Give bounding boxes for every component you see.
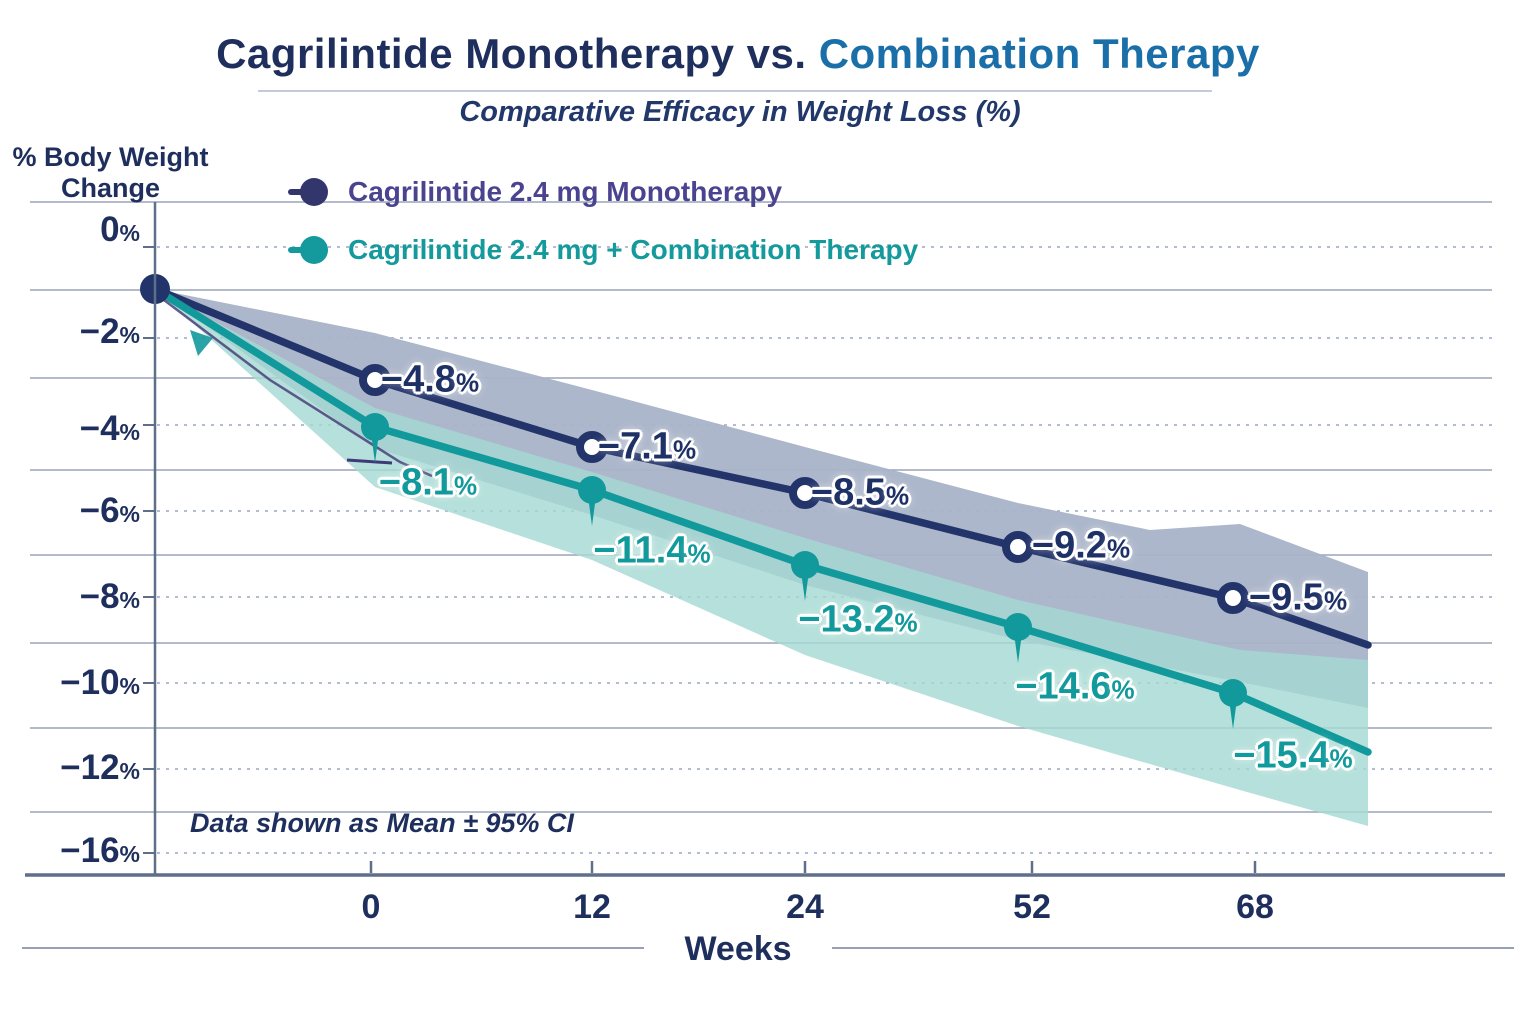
- y-tick-label: −10%: [60, 663, 140, 702]
- dot-marker-icon: [300, 236, 328, 264]
- data-point-label: −9.2%: [1031, 524, 1131, 567]
- legend-swatch: [288, 233, 340, 267]
- legend-item-monotherapy: Cagrilintide 2.4 mg Monotherapy: [288, 175, 782, 209]
- x-caption-rule-right: [832, 947, 1514, 949]
- data-point-marker-monotherapy: [1002, 531, 1034, 563]
- data-point-label: −15.4%: [1233, 734, 1353, 777]
- data-point-marker-combination: [578, 476, 606, 504]
- y-axis-caption-line2: Change: [60, 173, 160, 203]
- y-axis-caption-line1: % Body Weight: [12, 142, 209, 172]
- legend-swatch: [288, 175, 340, 209]
- y-tick-label: −8%: [79, 577, 140, 616]
- chart-title: Cagrilintide Monotherapy vs. Combination…: [0, 30, 1476, 78]
- data-point-label: −8.1%: [378, 461, 478, 504]
- ci-edge-line: [159, 296, 433, 478]
- x-tick-label: 12: [573, 888, 611, 926]
- data-point-marker-combination: [1219, 679, 1247, 707]
- y-tick-label: −6%: [79, 491, 140, 530]
- data-point-label: −9.5%: [1248, 576, 1348, 619]
- y-axis-caption: % Body Weight Change: [8, 142, 213, 204]
- legend-item-combination: Cagrilintide 2.4 mg + Combination Therap…: [288, 233, 918, 267]
- legend-label: Cagrilintide 2.4 mg + Combination Therap…: [348, 234, 919, 265]
- x-tick-label: 52: [1013, 888, 1051, 926]
- y-tick-label: −2%: [79, 312, 140, 351]
- ci-band-combination: [155, 289, 1368, 826]
- data-point-label: −11.4%: [593, 529, 711, 572]
- data-point-marker-combination: [361, 413, 389, 441]
- y-tick-label: −4%: [79, 409, 140, 448]
- ci-edge-wedge: [190, 330, 213, 356]
- x-axis-caption: Weeks: [684, 930, 792, 968]
- y-tick-label: 0%: [100, 210, 140, 249]
- data-point-marker-monotherapy: [359, 364, 391, 396]
- data-point-marker-combination: [791, 551, 819, 579]
- data-point-label: −13.2%: [798, 598, 918, 641]
- title-divider: [258, 90, 1212, 92]
- ci-edge-dash: [346, 458, 393, 465]
- data-point-marker-monotherapy: [789, 477, 821, 509]
- legend-label: Cagrilintide 2.4 mg Monotherapy: [348, 176, 783, 207]
- data-point-marker-combination: [1004, 613, 1032, 641]
- data-point-label: −7.1%: [597, 425, 697, 468]
- ci-note: Data shown as Mean ± 95% CI: [190, 808, 574, 838]
- x-tick-label: 68: [1236, 888, 1274, 926]
- data-point-label: −4.8%: [380, 358, 480, 401]
- data-point-marker-monotherapy: [576, 431, 608, 463]
- chart-title-part2: Combination Therapy: [818, 30, 1260, 77]
- x-tick-label: 0: [361, 888, 381, 926]
- chart-subtitle: Comparative Efficacy in Weight Loss (%): [459, 96, 1021, 128]
- ci-band-monotherapy: [155, 289, 1368, 708]
- y-tick-label: −16%: [60, 831, 140, 870]
- y-tick-label: −12%: [60, 748, 140, 787]
- data-point-label: −8.5%: [810, 471, 910, 514]
- chart-title-part1: Cagrilintide Monotherapy vs.: [216, 30, 819, 77]
- data-point-marker-monotherapy: [1217, 582, 1249, 614]
- data-point-label: −14.6%: [1015, 665, 1135, 708]
- x-tick-label: 24: [786, 888, 824, 926]
- dot-marker-icon: [300, 178, 328, 206]
- x-caption-rule-left: [22, 947, 644, 949]
